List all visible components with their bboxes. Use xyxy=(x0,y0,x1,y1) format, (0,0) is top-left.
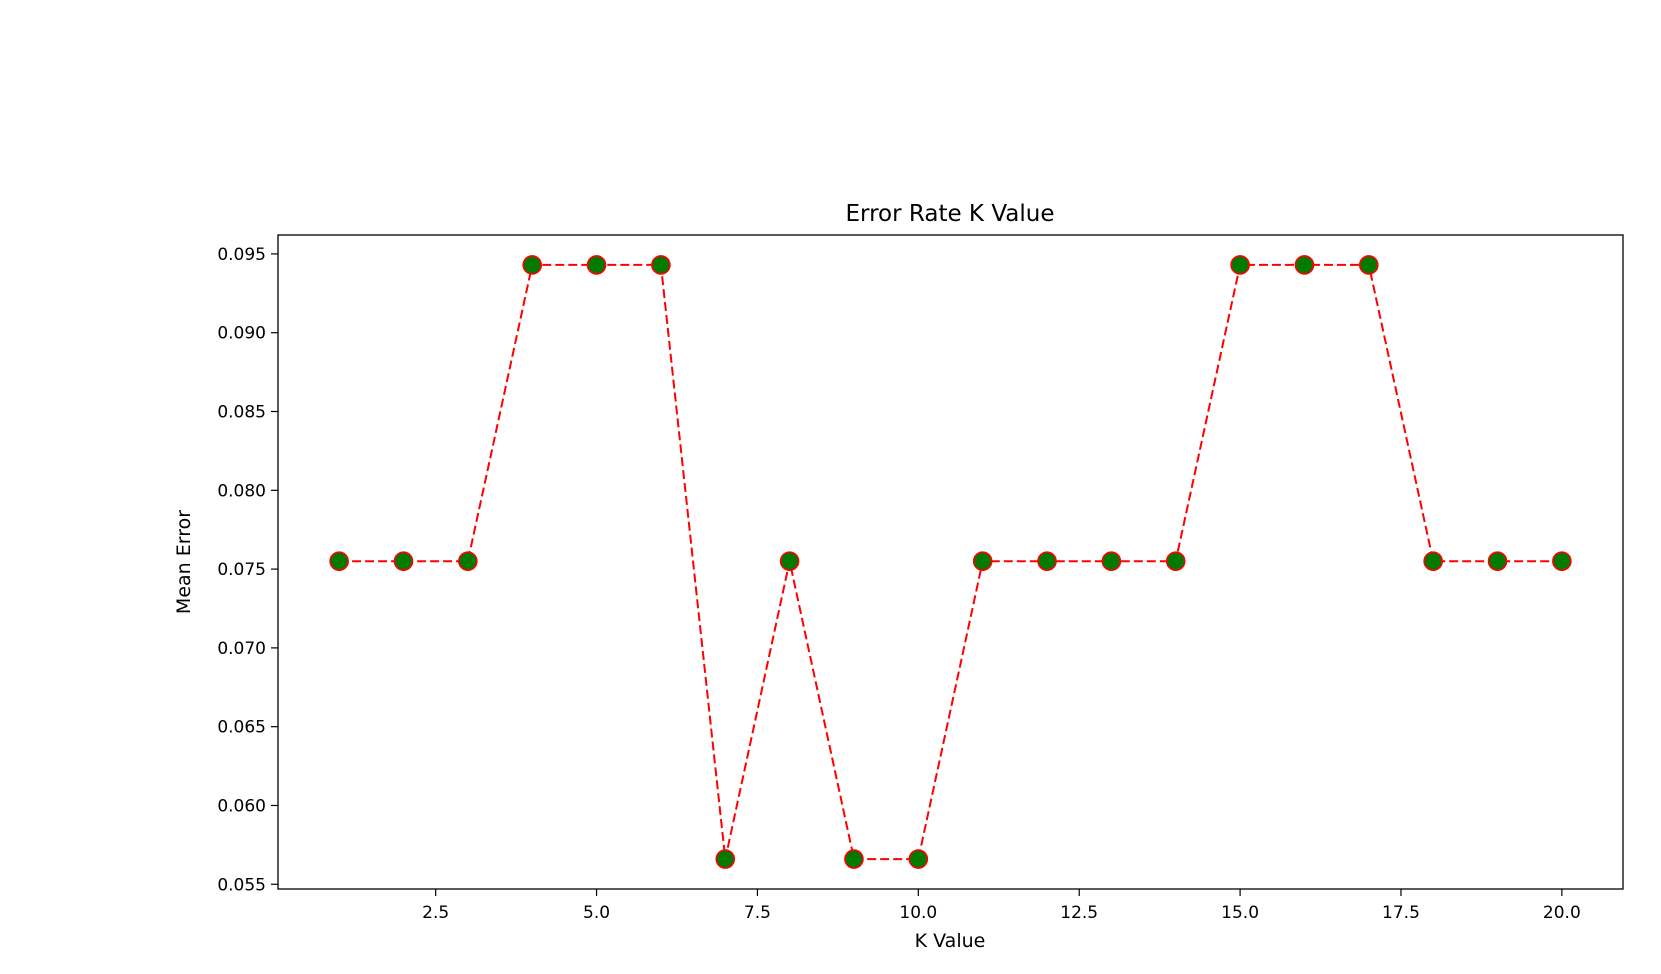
data-point xyxy=(1552,551,1572,572)
data-point xyxy=(844,849,864,869)
data-point xyxy=(651,255,671,275)
data-point xyxy=(458,551,478,572)
data-series xyxy=(329,255,1572,869)
y-tick-label: 0.055 xyxy=(217,875,266,895)
x-tick-label: 20.0 xyxy=(1543,903,1581,923)
data-point xyxy=(393,551,414,572)
plot-area xyxy=(277,234,1624,890)
x-axis-ticks: 2.5 5.0 7.5 10.0 12.5 15.0 17.5 20.0 xyxy=(422,889,1581,923)
data-point xyxy=(522,255,542,275)
y-tick-label: 0.065 xyxy=(217,718,266,738)
y-tick-label: 0.075 xyxy=(217,560,266,580)
data-point xyxy=(1165,551,1186,572)
y-tick-label: 0.070 xyxy=(217,639,266,659)
x-axis-label: K Value xyxy=(915,930,986,952)
x-tick-label: 17.5 xyxy=(1382,903,1420,923)
data-point xyxy=(1101,551,1122,572)
y-tick-label: 0.060 xyxy=(217,796,266,816)
data-point xyxy=(908,849,929,869)
y-axis-ticks: 0.055 0.060 0.065 0.070 0.075 0.080 0.085 0.090… xyxy=(217,245,278,895)
series-line xyxy=(339,263,1562,861)
data-point xyxy=(1230,255,1250,275)
x-tick-label: 12.5 xyxy=(1060,903,1098,923)
data-point xyxy=(1487,551,1508,572)
data-point xyxy=(715,849,736,869)
y-tick-label: 0.095 xyxy=(217,245,266,265)
data-point xyxy=(1037,551,1057,572)
data-point xyxy=(1423,551,1443,572)
data-point xyxy=(1294,255,1315,275)
data-point xyxy=(329,551,349,572)
y-tick-label: 0.090 xyxy=(217,324,266,344)
x-tick-label: 2.5 xyxy=(422,903,449,923)
data-point xyxy=(972,551,993,572)
data-point xyxy=(779,551,800,572)
chart-title: Error Rate K Value xyxy=(846,201,1055,227)
y-tick-label: 0.085 xyxy=(217,403,266,423)
data-point xyxy=(1359,255,1379,275)
data-point xyxy=(586,255,607,275)
x-tick-label: 7.5 xyxy=(744,903,771,923)
x-tick-label: 15.0 xyxy=(1221,903,1259,923)
y-tick-label: 0.080 xyxy=(217,481,266,501)
x-tick-label: 10.0 xyxy=(899,903,937,923)
x-tick-label: 5.0 xyxy=(583,903,610,923)
y-axis-label: Mean Error xyxy=(173,510,195,614)
